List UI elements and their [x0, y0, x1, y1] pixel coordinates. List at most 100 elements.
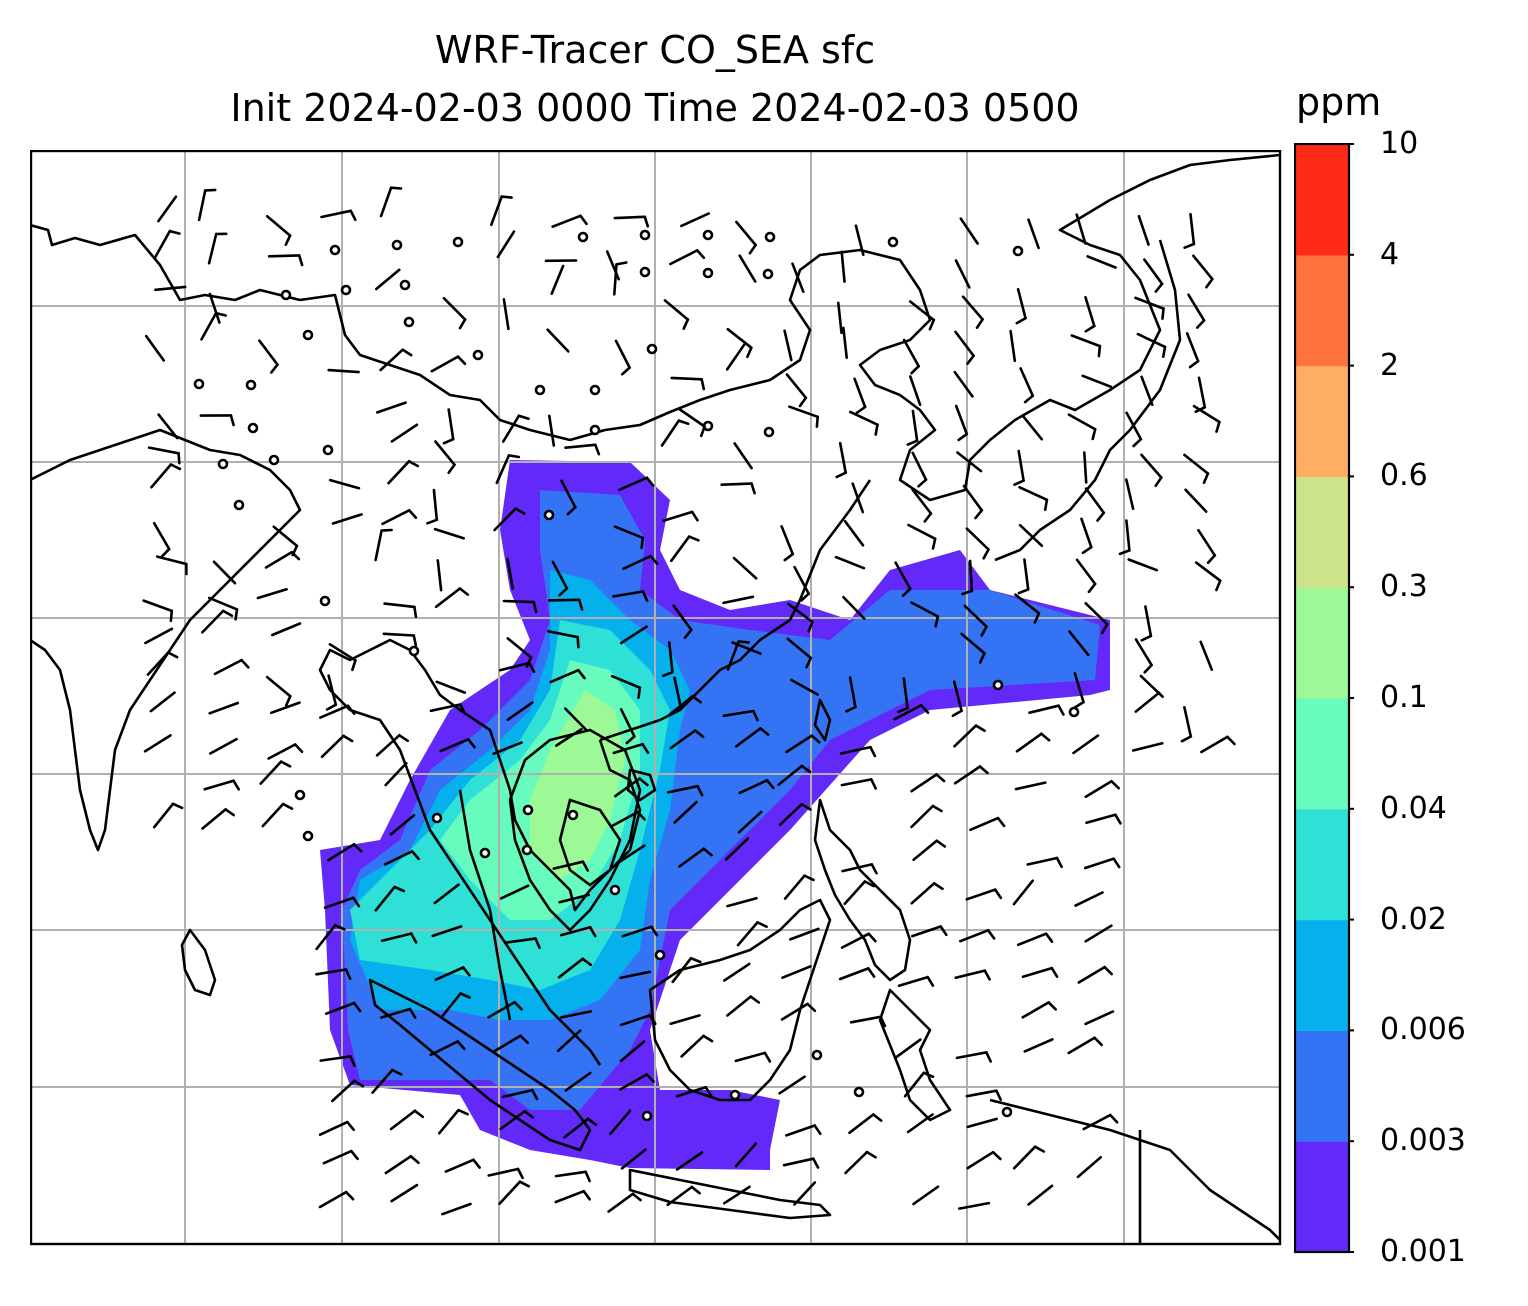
wind-barb — [1072, 734, 1100, 755]
wind-barb — [1077, 965, 1113, 984]
wind-barb — [966, 1117, 999, 1129]
wind-barb — [954, 330, 975, 365]
calm-wind-circle — [589, 384, 601, 396]
wind-barb — [318, 1120, 356, 1137]
wind-barb — [954, 404, 969, 442]
wind-barb — [197, 188, 217, 222]
wind-barb — [958, 928, 996, 943]
wind-barb — [839, 745, 877, 758]
wind-barb — [910, 925, 948, 938]
wind-barb — [660, 419, 690, 447]
calm-wind-circle — [639, 229, 651, 241]
wind-barb — [910, 804, 943, 829]
wind-barb — [1027, 218, 1040, 250]
wind-barb — [1183, 453, 1210, 485]
wind-barb — [667, 694, 702, 717]
wind-barb — [1021, 414, 1044, 441]
wind-barb — [318, 1190, 355, 1209]
wind-barb — [1136, 332, 1167, 358]
wind-barb — [673, 676, 683, 709]
wind-barb — [733, 442, 753, 470]
wind-barb — [613, 777, 649, 798]
wind-barb — [1134, 638, 1153, 674]
wind-barb — [722, 709, 759, 722]
wind-barb — [612, 742, 650, 755]
wind-barb — [546, 328, 570, 353]
wind-barb — [319, 1055, 356, 1067]
wind-barb — [1015, 732, 1051, 753]
wind-barb — [724, 837, 750, 861]
wind-barb — [382, 632, 418, 647]
calm-wind-circle — [408, 645, 420, 657]
calm-wind-circle — [391, 239, 403, 251]
wind-barb — [487, 1000, 523, 1019]
wind-barb — [371, 1068, 403, 1094]
contour-inner — [558, 798, 622, 887]
wind-barb — [1125, 411, 1143, 448]
wind-barb — [953, 724, 986, 748]
colorbar-block-9 — [1295, 144, 1349, 256]
wind-barb — [662, 510, 699, 523]
wind-barb — [906, 409, 919, 446]
wind-barb — [612, 590, 649, 602]
wind-barb — [1197, 528, 1217, 565]
wind-barb — [842, 326, 849, 359]
wind-barb — [315, 923, 346, 951]
wind-barb — [840, 778, 878, 790]
wind-barb — [834, 555, 866, 570]
colorbar-tick-label: 0.003 — [1380, 1123, 1466, 1159]
colorbar-block-8 — [1295, 254, 1349, 367]
wind-barb — [267, 743, 304, 760]
wind-barb — [433, 527, 465, 540]
colorbar-tick-label: 0.02 — [1380, 901, 1447, 937]
calm-wind-circle — [702, 267, 714, 279]
calm-wind-circle — [403, 316, 415, 328]
wind-barb — [1137, 214, 1150, 246]
coastline-sulawesi — [878, 988, 952, 1122]
wind-barb — [720, 482, 756, 495]
wind-barb — [322, 1149, 359, 1165]
wind-barb — [390, 1183, 419, 1203]
wind-barb — [953, 765, 989, 785]
calm-wind-circle — [217, 458, 229, 470]
calm-wind-circle — [399, 279, 411, 291]
wind-barb — [726, 327, 753, 359]
calm-wind-circle — [589, 424, 601, 436]
wind-barb — [843, 880, 876, 906]
wind-barb — [142, 599, 174, 623]
wind-barb — [496, 230, 516, 259]
wind-barb — [610, 674, 642, 700]
wind-barb — [854, 224, 865, 256]
wind-barb — [501, 1088, 539, 1101]
wind-barb — [265, 675, 292, 707]
wind-barb — [782, 1157, 820, 1169]
contour-outer — [508, 728, 642, 932]
wind-barb — [1080, 517, 1093, 555]
wind-barb — [735, 220, 757, 255]
wind-barb — [669, 535, 700, 563]
wind-barb — [429, 1040, 466, 1057]
wind-barb — [726, 995, 761, 1017]
wind-barb — [911, 451, 928, 488]
wind-barb — [549, 668, 586, 684]
wind-barb — [272, 525, 299, 557]
wind-barb — [551, 560, 569, 597]
colorbar-tick-label: 0.1 — [1380, 680, 1428, 715]
wind-barb — [1134, 691, 1161, 713]
wind-barb — [666, 784, 704, 797]
wind-barb — [380, 932, 418, 944]
calm-wind-circle — [729, 1089, 741, 1101]
calm-wind-circle — [609, 884, 621, 896]
colorbar-tick-label: 0.6 — [1380, 458, 1428, 494]
tracer-shading — [320, 460, 1110, 1170]
wind-barb — [146, 651, 179, 676]
wind-barb — [844, 1150, 877, 1175]
coastline-new-guinea — [989, 1098, 1280, 1241]
wind-barb — [203, 779, 240, 791]
calm-wind-circle — [646, 343, 658, 355]
colorbar-tick-label: 2 — [1380, 347, 1400, 383]
calm-wind-circle — [887, 236, 899, 248]
wind-barb — [330, 1079, 365, 1103]
wind-barb — [840, 250, 846, 283]
calm-wind-circle — [302, 830, 314, 842]
